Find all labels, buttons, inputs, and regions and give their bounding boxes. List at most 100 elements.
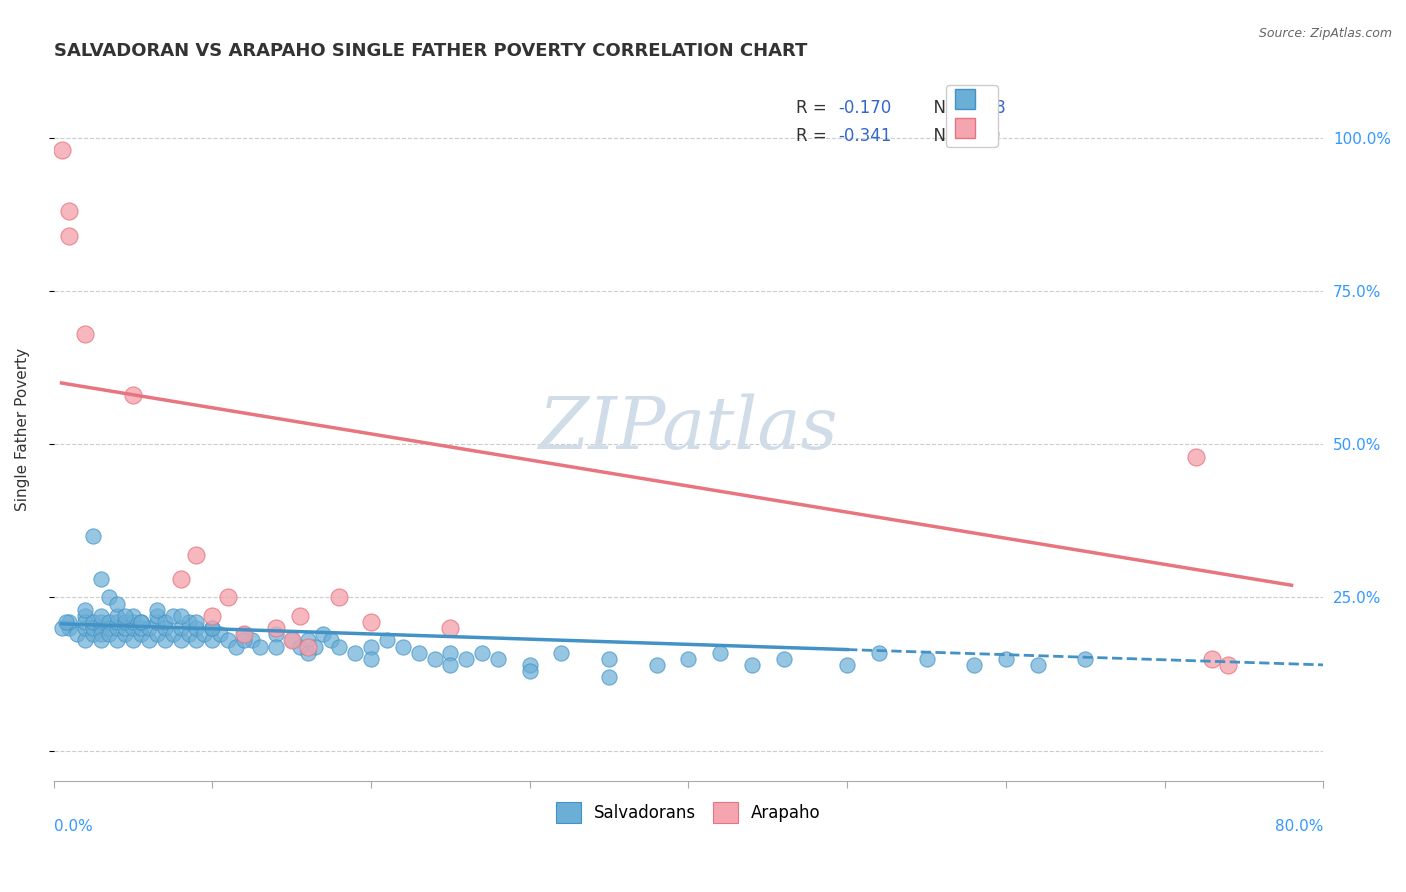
Point — [186, 615, 208, 629]
Point — [439, 621, 461, 635]
Point — [598, 670, 620, 684]
Point — [598, 652, 620, 666]
Point — [122, 621, 145, 635]
Point — [264, 621, 287, 635]
Point — [90, 633, 112, 648]
Point — [66, 627, 89, 641]
Point — [297, 640, 319, 654]
Point — [146, 608, 169, 623]
Point — [177, 615, 200, 629]
Point — [963, 657, 986, 672]
Point — [423, 652, 446, 666]
Point — [994, 652, 1017, 666]
Point — [75, 608, 97, 623]
Text: 0.0%: 0.0% — [53, 819, 93, 834]
Point — [321, 633, 343, 648]
Point — [209, 627, 232, 641]
Point — [328, 591, 350, 605]
Point — [105, 608, 128, 623]
Point — [201, 621, 224, 635]
Text: Source: ZipAtlas.com: Source: ZipAtlas.com — [1258, 27, 1392, 40]
Point — [75, 621, 97, 635]
Point — [360, 615, 382, 629]
Point — [201, 633, 224, 648]
Point — [138, 621, 160, 635]
Point — [82, 529, 104, 543]
Point — [249, 640, 271, 654]
Legend: Salvadorans, Arapaho: Salvadorans, Arapaho — [550, 796, 828, 830]
Point — [312, 627, 335, 641]
Point — [645, 657, 668, 672]
Point — [915, 652, 938, 666]
Point — [1201, 652, 1223, 666]
Point — [122, 608, 145, 623]
Point — [146, 603, 169, 617]
Point — [288, 608, 311, 623]
Point — [360, 652, 382, 666]
Text: ZIPatlas: ZIPatlas — [538, 393, 838, 464]
Text: 108: 108 — [974, 99, 1005, 118]
Point — [169, 621, 191, 635]
Point — [105, 615, 128, 629]
Point — [75, 603, 97, 617]
Point — [519, 664, 541, 678]
Point — [297, 646, 319, 660]
Point — [75, 326, 97, 341]
Point — [129, 615, 152, 629]
Point — [439, 657, 461, 672]
Text: SALVADORAN VS ARAPAHO SINGLE FATHER POVERTY CORRELATION CHART: SALVADORAN VS ARAPAHO SINGLE FATHER POVE… — [53, 42, 807, 60]
Point — [162, 608, 184, 623]
Point — [146, 615, 169, 629]
Point — [233, 627, 256, 641]
Point — [344, 646, 367, 660]
Point — [1185, 450, 1208, 464]
Point — [1074, 652, 1097, 666]
Point — [122, 633, 145, 648]
Point — [519, 657, 541, 672]
Point — [153, 621, 176, 635]
Point — [90, 608, 112, 623]
Text: N =: N = — [924, 128, 970, 145]
Point — [98, 621, 121, 635]
Point — [82, 627, 104, 641]
Point — [186, 621, 208, 635]
Point — [82, 621, 104, 635]
Point — [186, 548, 208, 562]
Point — [201, 608, 224, 623]
Text: -0.341: -0.341 — [838, 128, 891, 145]
Point — [360, 640, 382, 654]
Point — [304, 640, 326, 654]
Point — [486, 652, 509, 666]
Point — [138, 633, 160, 648]
Point — [471, 646, 494, 660]
Point — [233, 633, 256, 648]
Point — [375, 633, 398, 648]
Point — [82, 615, 104, 629]
Point — [98, 615, 121, 629]
Text: 20: 20 — [974, 128, 1001, 145]
Point — [58, 615, 80, 629]
Text: R =: R = — [796, 99, 832, 118]
Point — [129, 615, 152, 629]
Point — [98, 591, 121, 605]
Point — [186, 633, 208, 648]
Point — [217, 633, 239, 648]
Point — [456, 652, 478, 666]
Point — [678, 652, 700, 666]
Point — [169, 572, 191, 586]
Point — [288, 640, 311, 654]
Point — [153, 633, 176, 648]
Point — [105, 633, 128, 648]
Point — [105, 621, 128, 635]
Point — [114, 621, 136, 635]
Point — [90, 627, 112, 641]
Point — [240, 633, 263, 648]
Point — [58, 621, 80, 635]
Point — [169, 633, 191, 648]
Point — [280, 633, 302, 648]
Point — [264, 627, 287, 641]
Text: N =: N = — [924, 99, 970, 118]
Point — [51, 621, 73, 635]
Point — [225, 640, 247, 654]
Point — [408, 646, 430, 660]
